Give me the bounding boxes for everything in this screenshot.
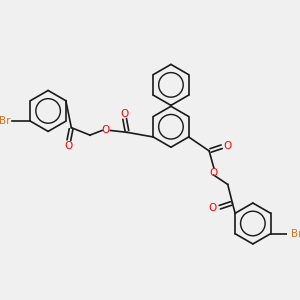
- Text: O: O: [209, 203, 217, 213]
- Text: Br: Br: [0, 116, 10, 126]
- Text: O: O: [102, 125, 110, 136]
- Text: Br: Br: [291, 229, 300, 239]
- Text: O: O: [64, 141, 73, 151]
- Text: O: O: [210, 168, 218, 178]
- Text: O: O: [224, 141, 232, 151]
- Text: O: O: [120, 109, 128, 119]
